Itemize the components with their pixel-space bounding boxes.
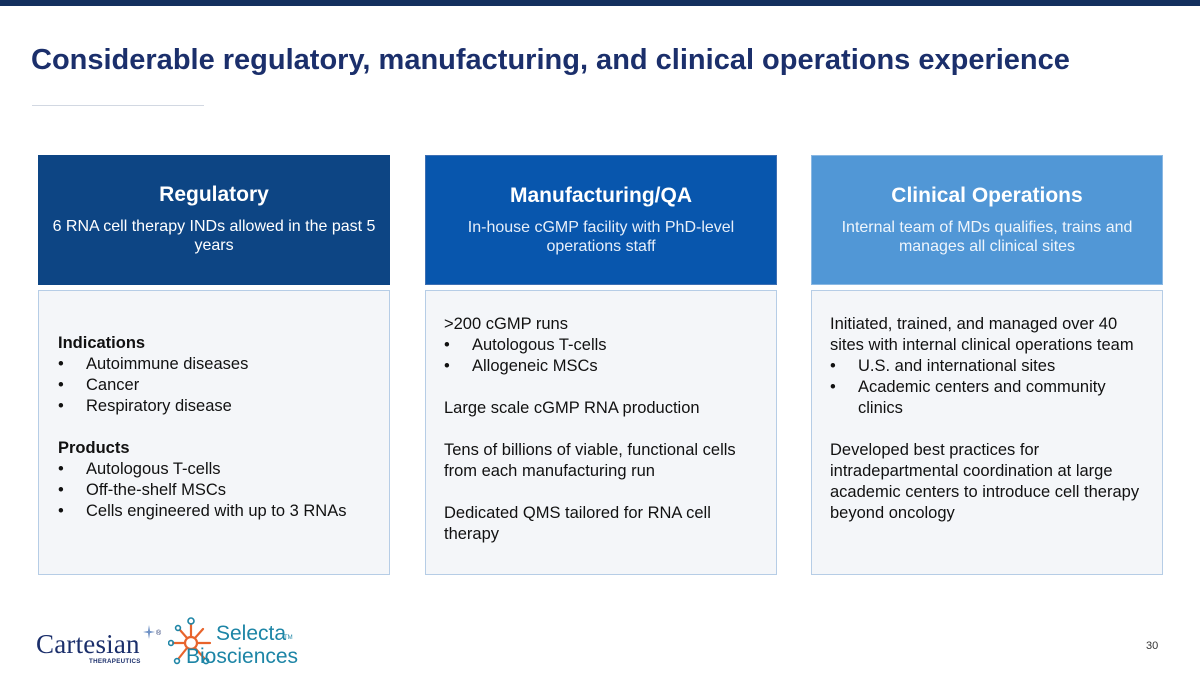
cartesian-logo: Cartesian ® THERAPEUTICS: [36, 624, 162, 666]
indications-heading: Indications: [58, 334, 146, 352]
sparkle-icon: [143, 625, 155, 639]
page-number: 30: [1146, 640, 1159, 652]
regulatory-subheading: 6 RNA cell therapy INDs allowed in the p…: [52, 218, 376, 254]
clinical-heading: Clinical Operations: [891, 184, 1083, 207]
selecta-logo: Selecta TM Biosciences: [168, 617, 328, 669]
slide-title: Considerable regulatory, manufacturing, …: [31, 44, 1070, 76]
list-item: Allogeneic MSCs: [444, 356, 766, 377]
manufacturing-subheading: In-house cGMP facility with PhD-level op…: [467, 219, 735, 255]
qms-text: Dedicated QMS tailored for RNA cell ther…: [444, 504, 711, 543]
products-heading: Products: [58, 439, 130, 457]
manufacturing-header: Manufacturing/QA In-house cGMP facility …: [425, 155, 777, 285]
selecta-logo-word: Selecta: [216, 622, 287, 645]
list-item: U.S. and international sites: [830, 356, 1152, 377]
list-item: Off-the-shelf MSCs: [58, 480, 379, 501]
manufacturing-body: >200 cGMP runs Autologous T-cells Alloge…: [425, 290, 777, 575]
cartesian-logo-wordmark: Cartesian: [36, 629, 140, 659]
top-accent-bar: [0, 0, 1200, 6]
selecta-trademark: TM: [284, 635, 293, 641]
regulatory-heading: Regulatory: [159, 183, 269, 206]
cartesian-logo-tagline: THERAPEUTICS: [89, 658, 141, 665]
manufacturing-heading: Manufacturing/QA: [510, 184, 692, 207]
list-item: Respiratory disease: [58, 396, 379, 417]
clinical-intro-text: Initiated, trained, and managed over 40 …: [830, 315, 1134, 354]
list-item: Autologous T-cells: [444, 335, 766, 356]
selecta-molecule-icon: [168, 617, 212, 665]
list-item: Academic centers and community clinics: [830, 377, 1152, 419]
best-practices-text: Developed best practices for intradepart…: [830, 441, 1140, 522]
biosciences-logo-word: Biosciences: [186, 645, 299, 668]
clinical-subheading: Internal team of MDs qualifies, trains a…: [841, 219, 1133, 255]
regulatory-body: Indications Autoimmune diseases Cancer R…: [38, 290, 390, 575]
list-item: Autoimmune diseases: [58, 354, 379, 375]
regulatory-header: Regulatory 6 RNA cell therapy INDs allow…: [38, 155, 390, 285]
list-item: Cancer: [58, 375, 379, 396]
list-item: Autologous T-cells: [58, 459, 379, 480]
title-underline: [32, 105, 204, 106]
clinical-header: Clinical Operations Internal team of MDs…: [811, 155, 1163, 285]
cartesian-registered-mark: ®: [156, 630, 162, 637]
cgmp-runs-text: >200 cGMP runs: [444, 315, 568, 333]
rna-production-text: Large scale cGMP RNA production: [444, 399, 700, 417]
cell-yield-text: Tens of billions of viable, functional c…: [444, 441, 736, 480]
list-item: Cells engineered with up to 3 RNAs: [58, 501, 379, 522]
clinical-body: Initiated, trained, and managed over 40 …: [811, 290, 1163, 575]
